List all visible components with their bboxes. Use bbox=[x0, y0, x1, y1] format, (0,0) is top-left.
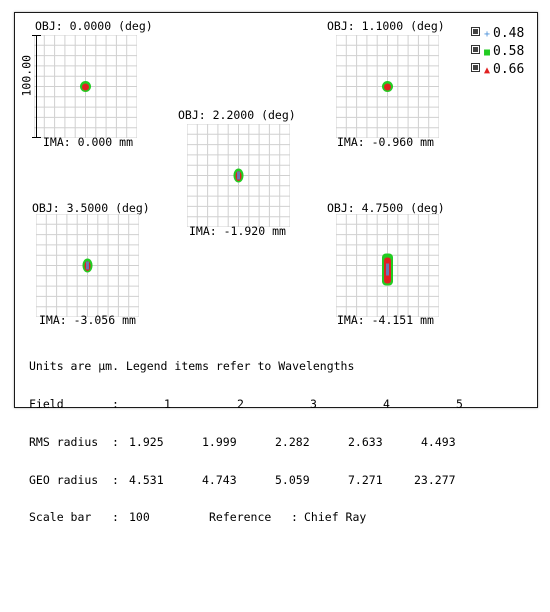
plus-icon: + bbox=[483, 29, 491, 40]
spot1-obj-label: OBJ: 0.0000 (deg) bbox=[35, 19, 153, 33]
checkbox-icon bbox=[471, 45, 480, 54]
spot4-ima-label: IMA: -3.056 mm bbox=[39, 313, 136, 327]
legend-item-3: ▲ 0.66 bbox=[471, 62, 524, 78]
spot2-ima-label: IMA: -0.960 mm bbox=[337, 135, 434, 149]
field-row: Field : 1 2 3 4 5 bbox=[29, 396, 463, 411]
rms-value-3: 2.282 bbox=[275, 434, 310, 449]
rms-sep: : bbox=[112, 434, 119, 449]
rms-value-4: 2.633 bbox=[348, 434, 383, 449]
reference-label: Reference bbox=[209, 510, 272, 525]
rms-value-1: 1.925 bbox=[129, 434, 164, 449]
scale-label: Scale bar bbox=[29, 510, 92, 525]
legend-value-1: 0.48 bbox=[493, 26, 525, 41]
field-label: Field bbox=[29, 396, 64, 411]
geo-label: GEO radius bbox=[29, 472, 99, 487]
field-num-3: 3 bbox=[310, 396, 317, 411]
spot3-obj-label: OBJ: 2.2000 (deg) bbox=[178, 108, 296, 122]
rms-row: RMS radius : 1.925 1.999 2.282 2.633 4.4… bbox=[29, 436, 456, 449]
checkbox-icon bbox=[471, 27, 480, 36]
spot5-grid bbox=[336, 214, 439, 317]
spot-grid-svg bbox=[336, 35, 439, 138]
geo-row: GEO radius : 4.531 4.743 5.059 7.271 23.… bbox=[29, 473, 456, 487]
spot3-ima-label: IMA: -1.920 mm bbox=[189, 224, 286, 238]
legend-item-1: +0.48 bbox=[471, 26, 524, 42]
spot-pattern bbox=[233, 168, 244, 183]
triangle-icon: ▲ bbox=[483, 65, 491, 76]
scale-value: 100 bbox=[129, 510, 150, 525]
geo-value-5: 23.277 bbox=[414, 472, 456, 487]
geo-sep: : bbox=[112, 472, 119, 487]
field-num-1: 1 bbox=[164, 396, 171, 411]
geo-value-3: 5.059 bbox=[275, 472, 310, 487]
spot-pattern bbox=[82, 258, 93, 273]
spot5-ima-label: IMA: -4.151 mm bbox=[337, 313, 434, 327]
spot-blue bbox=[237, 171, 240, 180]
spot2-grid bbox=[336, 35, 439, 138]
spot-grid-svg bbox=[336, 214, 439, 317]
spot2-obj-label: OBJ: 1.1000 (deg) bbox=[327, 19, 445, 33]
legend-value-2: 0.58 bbox=[493, 44, 525, 59]
field-num-4: 4 bbox=[383, 396, 390, 411]
spot1-ima-label: IMA: 0.000 mm bbox=[43, 135, 134, 149]
spot-blue bbox=[86, 261, 89, 270]
spot-grid-svg bbox=[187, 124, 290, 227]
info-block: Units are µm. Legend items refer to Wave… bbox=[29, 335, 463, 549]
reference-value: Chief Ray bbox=[304, 510, 367, 525]
spot1-grid bbox=[34, 35, 137, 138]
legend-value-3: 0.66 bbox=[493, 62, 525, 77]
scale-sep: : bbox=[112, 510, 119, 525]
reference-sep: : bbox=[291, 510, 298, 525]
scale-bar-bottom-tick bbox=[32, 137, 41, 138]
spot4-obj-label: OBJ: 3.5000 (deg) bbox=[32, 201, 150, 215]
scale-bar bbox=[36, 35, 37, 138]
field-num-2: 2 bbox=[237, 396, 244, 411]
spot4-grid bbox=[36, 214, 139, 317]
spot-red bbox=[82, 83, 89, 91]
spot-pattern bbox=[80, 81, 91, 92]
spot3-grid bbox=[187, 124, 290, 227]
spot-pattern bbox=[382, 81, 393, 92]
spot-diagram-window: OBJ: 0.0000 (deg) IMA: 0.000 mm 100.00 O… bbox=[14, 12, 538, 523]
spot-grid-svg bbox=[34, 35, 137, 138]
rms-label: RMS radius bbox=[29, 434, 99, 449]
rms-value-2: 1.999 bbox=[202, 434, 237, 449]
geo-value-4: 7.271 bbox=[348, 472, 383, 487]
checkbox-icon bbox=[471, 63, 480, 72]
spot5-obj-label: OBJ: 4.7500 (deg) bbox=[327, 201, 445, 215]
legend-item-2: ■ 0.58 bbox=[471, 44, 524, 60]
geo-value-1: 4.531 bbox=[129, 472, 164, 487]
spot-red bbox=[384, 83, 391, 91]
scale-bar-label: 100.00 bbox=[19, 54, 34, 97]
scale-row: Scale bar : 100 Reference : Chief Ray bbox=[29, 511, 366, 524]
spot-pattern bbox=[382, 253, 393, 286]
square-icon: ■ bbox=[483, 47, 491, 58]
field-num-5: 5 bbox=[456, 396, 463, 411]
rms-value-5: 4.493 bbox=[421, 434, 456, 449]
spot-grid-svg bbox=[36, 214, 139, 317]
scale-bar-top-tick bbox=[32, 35, 41, 36]
units-note: Units are µm. Legend items refer to Wave… bbox=[29, 359, 355, 374]
geo-value-2: 4.743 bbox=[202, 472, 237, 487]
field-sep: : bbox=[112, 396, 119, 411]
spot-blue bbox=[386, 263, 389, 276]
